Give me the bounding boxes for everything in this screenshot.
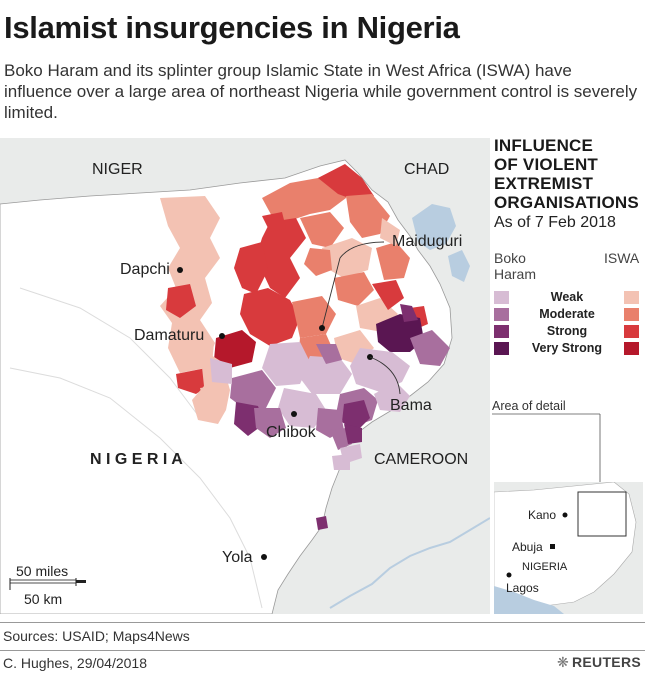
- city-damaturu: Damaturu: [134, 327, 225, 344]
- label-damaturu: Damaturu: [134, 327, 204, 344]
- reuters-logo: ❋ REUTERS: [557, 654, 641, 671]
- legend-heading-line: EXTREMIST: [494, 174, 594, 193]
- label-bama: Bama: [390, 397, 432, 414]
- legend-level-label: Strong: [546, 324, 588, 338]
- city-yola: Yola: [222, 549, 267, 566]
- inset-map: Kano Abuja NIGERIA Lagos: [494, 482, 643, 614]
- city-bama: Bama: [367, 354, 432, 414]
- city-maiduguri: Maiduguri: [319, 233, 462, 331]
- inset-area-of-detail-label: Area of detail: [492, 399, 566, 413]
- legend-heading-line: INFLUENCE: [494, 136, 594, 155]
- label-chibok: Chibok: [266, 424, 317, 441]
- page-subtitle: Boko Haram and its splinter group Islami…: [4, 61, 638, 122]
- legend-row-moderate: Moderate: [494, 307, 644, 322]
- legend-boko-haram-header: Boko Haram: [494, 250, 536, 282]
- main-map: NIGER CHAD N I G E R I A CAMEROON Maidug…: [0, 138, 490, 614]
- legend-heading: INFLUENCE OF VIOLENT EXTREMIST ORGANISAT…: [494, 136, 639, 212]
- footer-divider: [0, 622, 645, 623]
- legend-swatch-iswa: [624, 342, 639, 355]
- legend-swatch-boko: [494, 308, 509, 321]
- city-chibok: Chibok: [266, 411, 317, 441]
- inset-label-nigeria: NIGERIA: [522, 561, 568, 573]
- lake-chad: [412, 204, 456, 250]
- legend-swatch-boko: [494, 342, 509, 355]
- legend-iswa-header: ISWA: [604, 250, 640, 266]
- footer-divider: [0, 650, 645, 651]
- legend-swatch-boko: [494, 291, 509, 304]
- boko-haram-zones: [210, 304, 450, 530]
- lake-chad-south: [448, 250, 470, 282]
- legend-boko-line: Haram: [494, 266, 537, 282]
- legend-swatch-boko: [494, 325, 509, 338]
- label-cameroon: CAMEROON: [374, 451, 468, 468]
- sources-note: Sources: USAID; Maps4News: [3, 628, 190, 644]
- inset-label-lagos: Lagos: [506, 581, 539, 595]
- iswa-zones: [160, 164, 428, 424]
- inset-label-kano: Kano: [528, 508, 556, 522]
- label-chad: CHAD: [404, 161, 449, 178]
- legend-swatch-iswa: [624, 308, 639, 321]
- scale-km-label: 50 km: [24, 591, 62, 607]
- legend-level-label: Weak: [550, 290, 584, 304]
- legend-swatch-iswa: [624, 325, 639, 338]
- legend-boko-line: Boko: [494, 250, 526, 266]
- label-maiduguri: Maiduguri: [392, 233, 462, 250]
- legend-row-very-strong: Very Strong: [494, 341, 644, 356]
- reuters-brand-text: REUTERS: [572, 654, 641, 670]
- river: [329, 517, 490, 609]
- legend-row-strong: Strong: [494, 324, 644, 339]
- scale-miles-label: 50 miles: [16, 563, 68, 579]
- page-title: Islamist insurgencies in Nigeria: [4, 10, 460, 45]
- legend-heading-line: ORGANISATIONS: [494, 193, 639, 212]
- city-dapchi: Dapchi: [120, 261, 183, 278]
- label-nigeria: N I G E R I A: [90, 451, 183, 468]
- inset-label-abuja: Abuja: [512, 540, 543, 554]
- scale-bar: 50 miles 50 km: [9, 563, 86, 607]
- legend-level-label: Moderate: [539, 307, 595, 321]
- legend-swatch-iswa: [624, 291, 639, 304]
- legend-date: As of 7 Feb 2018: [494, 214, 616, 231]
- legend-row-weak: Weak: [494, 290, 644, 305]
- label-dapchi: Dapchi: [120, 261, 170, 278]
- river-3: [19, 287, 201, 419]
- credit-note: C. Hughes, 29/04/2018: [3, 655, 147, 671]
- reuters-dots-icon: ❋: [556, 654, 569, 670]
- label-yola: Yola: [222, 549, 253, 566]
- legend-heading-line: OF VIOLENT: [494, 155, 598, 174]
- label-niger: NIGER: [92, 161, 143, 178]
- legend-level-label: Very Strong: [531, 341, 603, 355]
- river-2: [9, 367, 263, 609]
